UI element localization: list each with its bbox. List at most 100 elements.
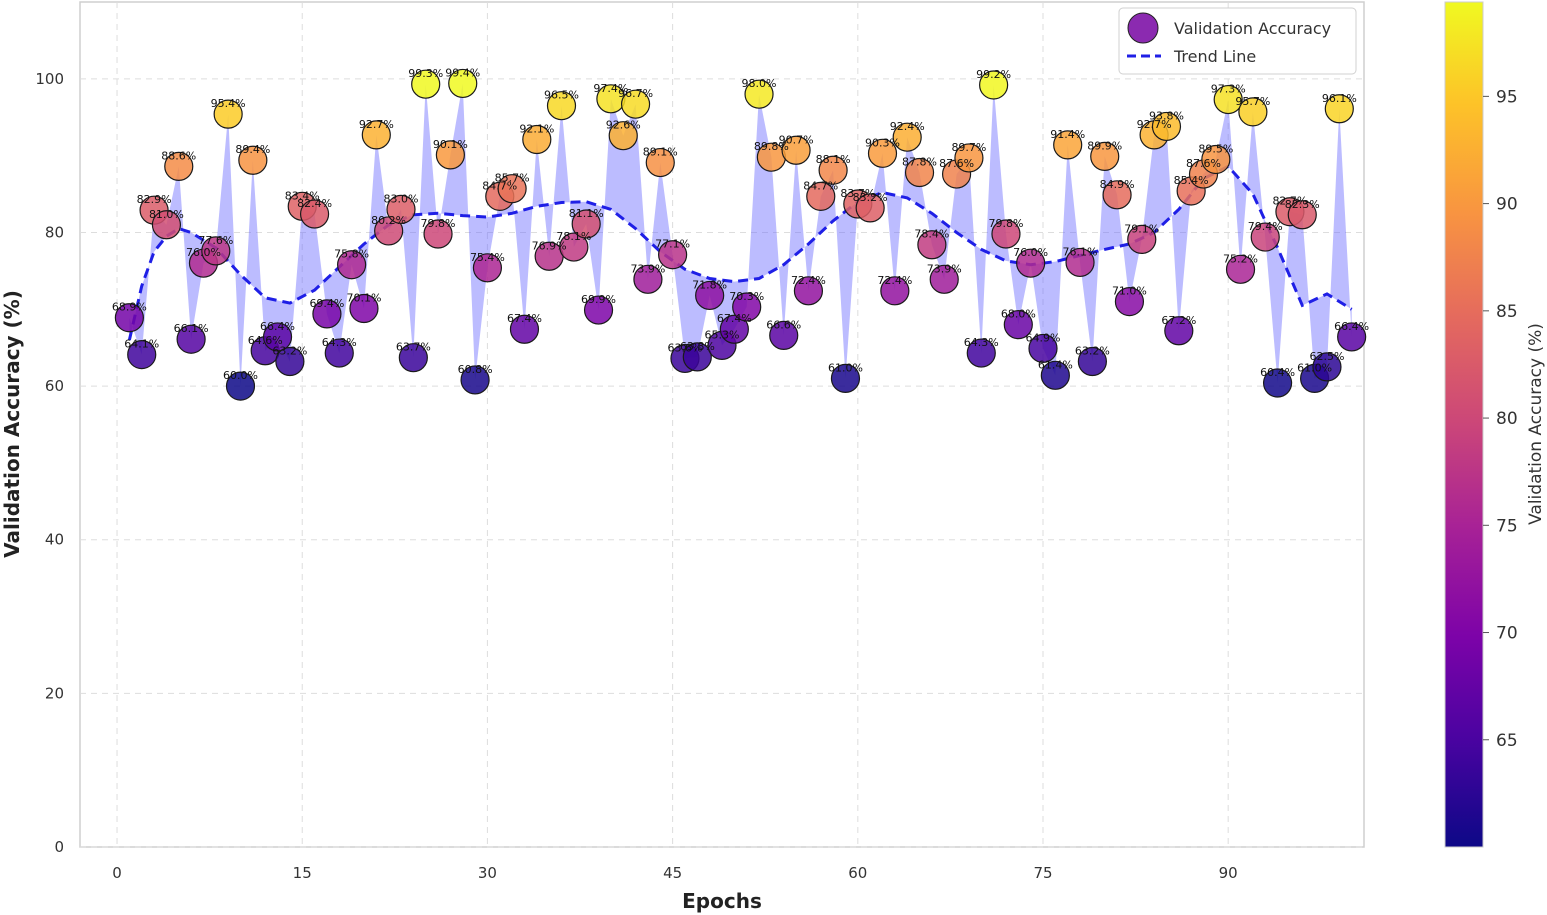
data-label: 92.7%: [359, 118, 394, 131]
data-label: 96.5%: [544, 89, 579, 102]
y-tick-label: 80: [45, 223, 64, 241]
fill-between-polygon: [129, 83, 1352, 387]
legend-box: [1118, 7, 1357, 75]
y-tick-label: 0: [54, 838, 64, 856]
data-label: 79.1%: [1124, 222, 1159, 235]
data-point: [793, 276, 824, 306]
x-tick-label: 90: [1219, 864, 1238, 882]
data-point: [559, 232, 589, 262]
data-label: 63.7%: [396, 341, 431, 354]
data-point: [1250, 222, 1280, 252]
data-point: [324, 338, 354, 368]
data-label: 63.2%: [1075, 345, 1110, 358]
legend-marker-points: [1127, 12, 1159, 44]
data-label: 77.6%: [198, 234, 233, 247]
data-label: 63.6%: [667, 341, 702, 354]
data-label: 78.4%: [914, 228, 949, 241]
data-point: [855, 193, 885, 223]
data-label: 78.1%: [556, 230, 591, 243]
data-point: [213, 99, 243, 129]
data-label: 98.0%: [742, 77, 777, 90]
data-label: 61.0%: [828, 361, 863, 374]
data-point: [1312, 352, 1342, 382]
data-point: [682, 342, 712, 372]
data-label: 64.3%: [964, 336, 999, 349]
data-label: 82.7%: [1272, 195, 1307, 208]
data-label: 76.0%: [1013, 246, 1048, 259]
x-tick-label: 75: [1033, 864, 1052, 882]
data-point: [658, 240, 688, 270]
data-label: 66.4%: [1334, 320, 1369, 333]
colorbar-label: Validation Accuracy (%): [1526, 323, 1546, 525]
data-label: 65.3%: [705, 328, 740, 341]
data-point: [732, 292, 762, 322]
data-point: [1016, 248, 1046, 278]
data-label: 63.8%: [680, 340, 715, 353]
data-label: 96.7%: [618, 87, 653, 100]
data-point: [225, 371, 256, 401]
data-point: [806, 181, 836, 211]
colorbar-tick-label: 70: [1496, 624, 1518, 644]
data-label: 85.7%: [495, 172, 530, 185]
data-point: [201, 236, 231, 266]
data-label: 88.6%: [161, 149, 196, 162]
data-point: [1003, 310, 1033, 340]
data-label: 83.2%: [853, 191, 888, 204]
data-point: [1164, 316, 1194, 346]
fill-between-area: [129, 83, 1352, 387]
data-point: [337, 250, 367, 280]
data-point: [546, 91, 577, 121]
scatter-points: [114, 68, 1367, 401]
data-label: 93.8%: [1149, 109, 1184, 122]
data-point: [880, 276, 910, 306]
data-label: 82.9%: [137, 193, 172, 206]
data-point: [423, 219, 453, 249]
data-label: 85.4%: [1174, 174, 1209, 187]
data-label: 96.1%: [1322, 92, 1357, 105]
colorbar-tick-label: 65: [1496, 731, 1518, 751]
data-point: [979, 70, 1009, 100]
legend: Validation Accuracy Trend Line: [1118, 7, 1357, 75]
data-point: [830, 363, 861, 394]
data-point: [448, 68, 478, 99]
data-label: 71.8%: [692, 278, 727, 291]
data-point: [966, 338, 996, 368]
data-label: 66.1%: [174, 322, 209, 335]
data-point: [262, 322, 293, 352]
colorbar-ticks: 65 70 75 80 85 90 95: [1483, 87, 1518, 751]
data-point: [472, 253, 503, 283]
legend-label-points: Validation Accuracy: [1174, 19, 1331, 38]
data-label: 60.8%: [458, 363, 493, 376]
data-label: 89.5%: [1198, 142, 1233, 155]
data-point: [275, 346, 305, 377]
data-point: [744, 79, 774, 109]
data-label: 75.2%: [1223, 252, 1258, 265]
data-point: [1102, 180, 1132, 210]
data-point: [1151, 111, 1182, 142]
data-point: [176, 324, 206, 354]
data-point: [299, 199, 330, 229]
data-point: [1077, 346, 1107, 377]
y-axis-label: Validation Accuracy (%): [0, 290, 24, 558]
legend-label-trend: Trend Line: [1173, 47, 1256, 66]
data-point: [818, 155, 848, 185]
data-label: 81.1%: [569, 207, 604, 220]
data-labels: 68.9%64.1%82.9%81.0%88.6%66.1%76.0%77.6%…: [112, 66, 1369, 382]
data-point: [127, 339, 157, 370]
data-label: 87.8%: [902, 156, 937, 169]
data-label: 68.0%: [1001, 308, 1036, 321]
data-label: 95.4%: [211, 97, 246, 110]
x-tick-label: 30: [478, 864, 497, 882]
data-label: 67.4%: [717, 312, 752, 325]
colorbar-tick-label: 80: [1496, 409, 1518, 429]
data-label: 67.2%: [1161, 314, 1196, 327]
data-label: 89.4%: [235, 143, 270, 156]
data-point: [1225, 254, 1256, 284]
data-point: [151, 210, 182, 240]
data-point: [867, 138, 898, 168]
data-label: 84.7%: [803, 179, 838, 192]
x-tick-label: 0: [112, 864, 122, 882]
data-point: [164, 151, 194, 181]
data-point: [460, 365, 490, 395]
